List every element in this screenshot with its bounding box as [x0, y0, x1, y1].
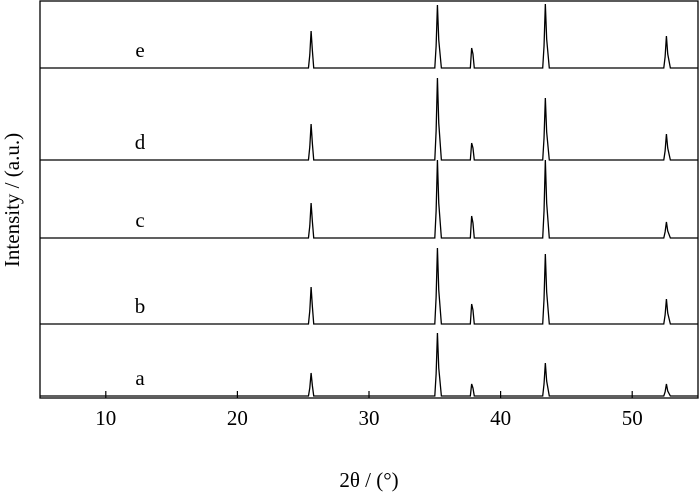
xrd-pattern [40, 77, 698, 161]
series-label: e [135, 38, 144, 62]
series-label: d [135, 130, 146, 154]
xrd-pattern [40, 159, 698, 239]
x-tick-label: 30 [359, 406, 380, 430]
series-label: c [135, 208, 144, 232]
x-tick-label: 50 [622, 406, 643, 430]
y-axis-label: Intensity / (a.u.) [0, 133, 24, 267]
xrd-pattern [40, 332, 698, 397]
xrd-pattern [40, 3, 698, 69]
xrd-pattern [40, 247, 698, 325]
series-label: a [135, 366, 145, 390]
series-label: b [135, 294, 146, 318]
x-tick-label: 10 [95, 406, 116, 430]
x-tick-label: 20 [227, 406, 248, 430]
x-tick-label: 40 [490, 406, 511, 430]
x-axis-label: 2θ / (°) [339, 468, 398, 492]
